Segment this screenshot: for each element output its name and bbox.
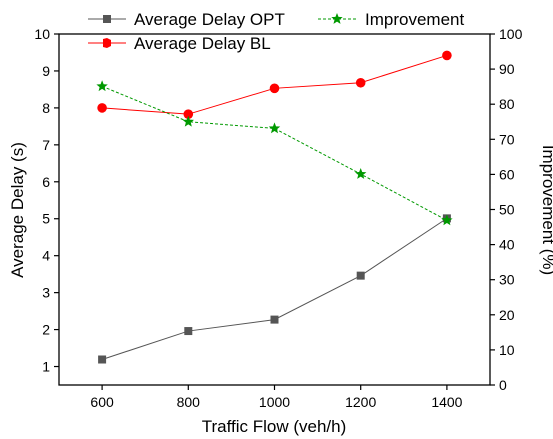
legend-improvement-label: Improvement	[365, 10, 464, 29]
y2-tick-label: 30	[499, 272, 515, 288]
data-point-square	[184, 327, 193, 336]
y-tick-label: 8	[42, 100, 50, 116]
data-point-star	[96, 80, 108, 92]
data-point-circle	[442, 50, 452, 61]
x-tick-label: 1200	[345, 394, 376, 410]
right-y-axis-ticks: 0 10 20 30 40 50 60 70 80 90 100	[490, 26, 523, 393]
y-tick-label: 1	[42, 359, 50, 375]
series-layer	[96, 50, 453, 364]
series-line-2	[101, 85, 448, 221]
data-point-circle	[355, 77, 366, 88]
data-point-square	[356, 271, 365, 280]
y-tick-label: 4	[42, 248, 50, 264]
x-axis-title: Traffic Flow (veh/h)	[202, 417, 347, 436]
legend-bl-label: Average Delay BL	[134, 34, 271, 53]
data-point-square	[98, 355, 107, 364]
data-point-star	[354, 168, 367, 179]
x-tick-label: 1000	[259, 394, 290, 410]
right-y-axis-title: Improvement (%)	[539, 145, 553, 275]
data-point-star	[268, 122, 281, 134]
y2-tick-label: 100	[499, 26, 523, 42]
y2-tick-label: 80	[499, 96, 515, 112]
data-point-circle	[97, 103, 107, 113]
y2-tick-label: 90	[499, 61, 515, 77]
legend-opt-marker	[103, 15, 111, 23]
legend-opt-label: Average Delay OPT	[134, 10, 285, 29]
data-point-circle	[183, 109, 194, 119]
y-tick-label: 2	[42, 322, 50, 338]
legend-improvement-marker	[331, 13, 343, 24]
legend-bl-marker	[103, 38, 111, 48]
y2-tick-label: 10	[499, 342, 515, 358]
legend-left: Average Delay OPT Average Delay BL	[88, 10, 285, 53]
y2-tick-label: 60	[499, 166, 515, 182]
data-point-star	[441, 214, 453, 226]
x-tick-label: 600	[90, 394, 114, 410]
series-line-0	[101, 217, 448, 360]
y-tick-label: 5	[42, 211, 50, 227]
y2-tick-label: 0	[499, 377, 507, 393]
left-y-axis-ticks: 1 2 3 4 5 6 7 8 9 10	[34, 26, 59, 375]
y-tick-label: 6	[42, 174, 50, 190]
x-tick-label: 1400	[431, 394, 462, 410]
y2-tick-label: 40	[499, 237, 515, 253]
legend-right: Improvement	[318, 10, 464, 29]
left-y-axis-title: Average Delay (s)	[8, 142, 27, 278]
y-tick-label: 3	[42, 285, 50, 301]
data-point-circle	[269, 83, 280, 94]
y-tick-label: 7	[42, 137, 50, 153]
y2-tick-label: 20	[499, 307, 515, 323]
data-point-star	[182, 115, 195, 127]
y-tick-label: 9	[42, 63, 50, 79]
x-tick-label: 800	[177, 394, 201, 410]
x-axis-ticks: 600 800 1000 1200 1400	[90, 385, 463, 410]
y2-tick-label: 50	[499, 202, 515, 218]
data-point-square	[270, 315, 279, 324]
y2-tick-label: 70	[499, 131, 515, 147]
y-tick-label: 10	[34, 26, 50, 42]
